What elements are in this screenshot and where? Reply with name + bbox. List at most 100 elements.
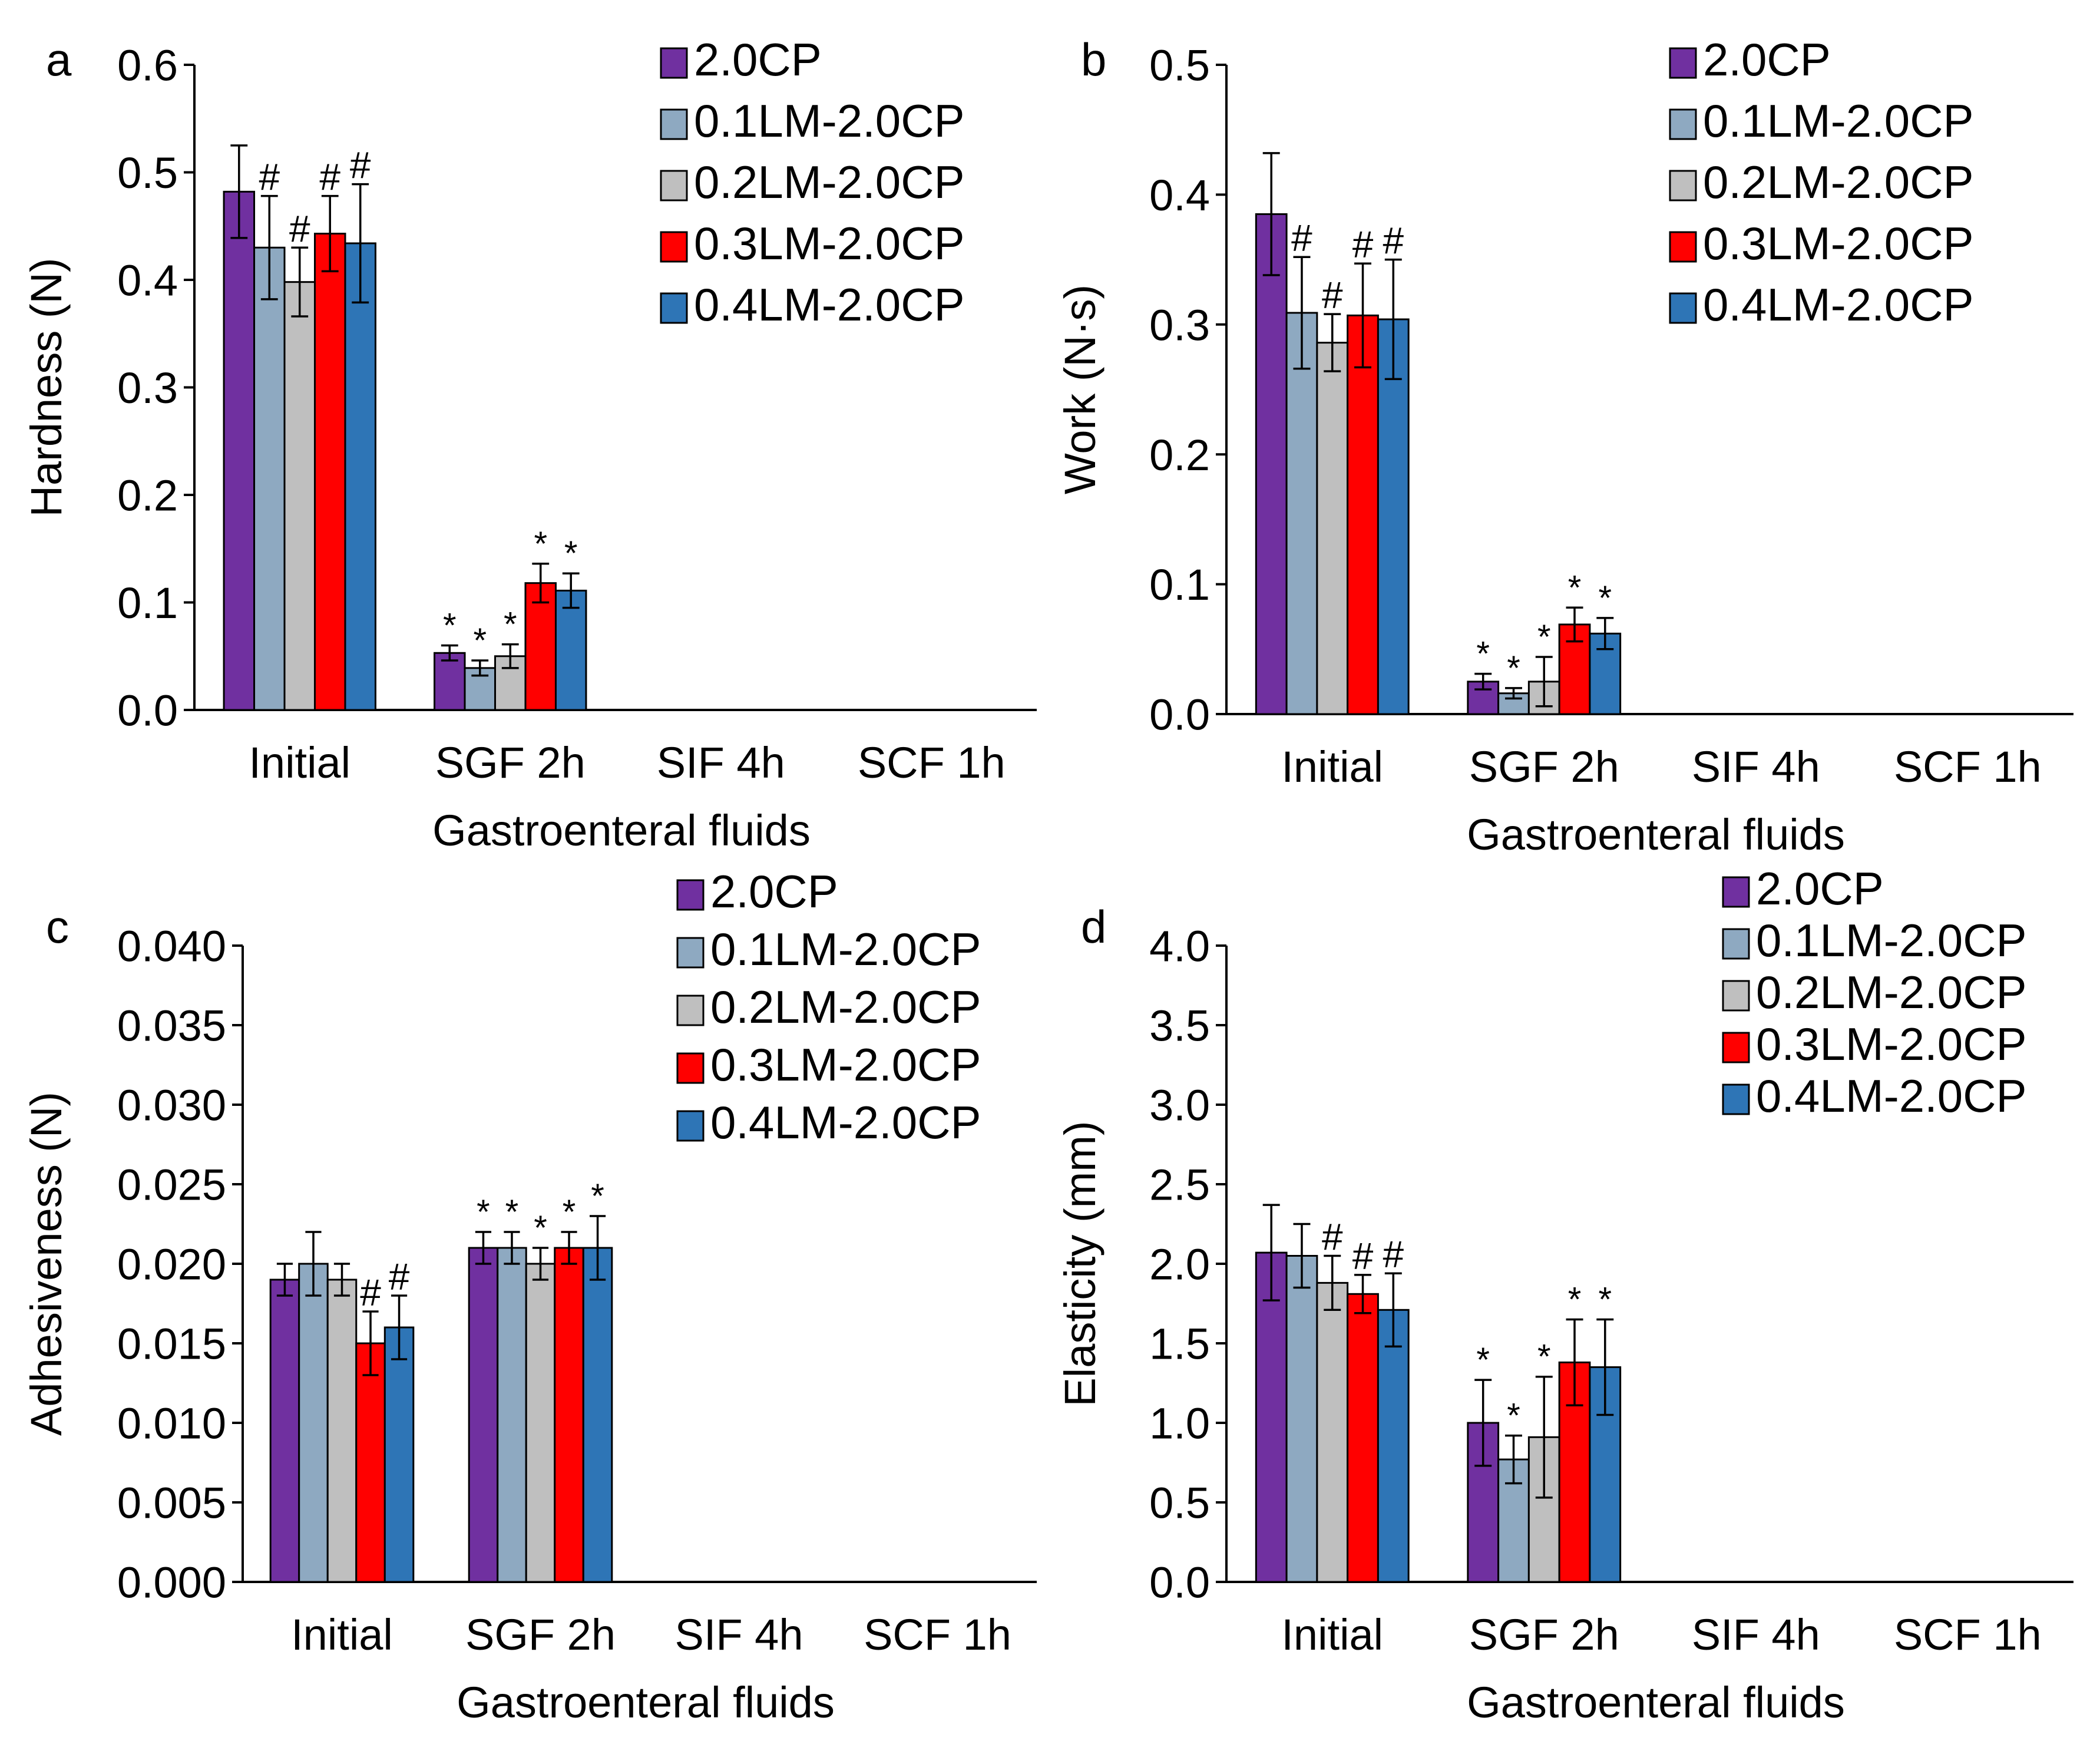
error-bar: [1596, 617, 1614, 650]
legend-label: 0.1LM-2.0CP: [1703, 95, 1974, 147]
y-tick-label: 0.4: [1149, 171, 1210, 220]
error-bar: [305, 1231, 322, 1297]
significance-hash: #: [1383, 220, 1404, 262]
legend-swatch: [660, 292, 688, 324]
x-tick-label: SCF 1h: [1894, 742, 2042, 791]
legend-swatch: [1722, 980, 1750, 1012]
y-tick-label: 0.020: [117, 1240, 226, 1289]
significance-asterisk: *: [1568, 569, 1582, 607]
significance-asterisk: *: [505, 1193, 519, 1231]
significance-asterisk: *: [564, 534, 578, 573]
error-bar: [1474, 1379, 1492, 1467]
legend-label: 2.0CP: [710, 865, 838, 917]
bar: [298, 1263, 329, 1583]
error-bar: [1535, 656, 1553, 708]
y-tick-label: 0.2: [1149, 431, 1210, 480]
bar: [525, 1263, 556, 1583]
significance-asterisk: *: [1507, 649, 1520, 688]
y-tick-label: 0.0: [1149, 691, 1210, 739]
legend-swatch: [660, 47, 688, 79]
bar: [269, 1279, 300, 1583]
legend-label: 0.2LM-2.0CP: [694, 156, 965, 208]
legend-swatch: [660, 231, 688, 263]
legend-swatch: [1669, 231, 1697, 263]
legend-swatch: [1669, 170, 1697, 201]
error-bar: [1504, 1434, 1522, 1485]
bar: [1255, 1251, 1288, 1583]
significance-hash: #: [1291, 217, 1312, 259]
significance-asterisk: *: [477, 1193, 490, 1231]
x-tick-label: SCF 1h: [1894, 1610, 2042, 1659]
y-tick-label: 1.5: [1149, 1320, 1210, 1369]
x-tick-label: SGF 2h: [1469, 742, 1619, 791]
legend-swatch: [1669, 47, 1697, 79]
panel-label: d: [1081, 901, 1106, 953]
bar: [223, 190, 256, 711]
legend-label: 0.2LM-2.0CP: [710, 981, 981, 1033]
significance-hash: #: [259, 156, 280, 199]
panel-label: b: [1081, 34, 1106, 85]
error-bar: [1262, 152, 1280, 276]
significance-hash: #: [1322, 1216, 1343, 1258]
y-tick-label: 2.0: [1149, 1240, 1210, 1289]
x-axis-label: Gastroenteral fluids: [432, 806, 811, 855]
error-bar: [1566, 606, 1583, 643]
significance-asterisk: *: [534, 1209, 547, 1247]
error-bar: [1354, 1274, 1372, 1314]
error-bar: [276, 1263, 293, 1297]
error-bar: [1596, 1318, 1614, 1416]
y-tick-label: 0.4: [117, 256, 178, 305]
bar: [1285, 1255, 1318, 1583]
legend-swatch: [676, 879, 705, 911]
significance-hash: #: [1322, 274, 1343, 316]
legend-swatch: [676, 1110, 705, 1142]
legend-label: 0.2LM-2.0CP: [1703, 156, 1974, 208]
significance-hash: #: [289, 207, 310, 250]
legend-label: 0.3LM-2.0CP: [694, 217, 965, 269]
significance-asterisk: *: [1598, 579, 1612, 617]
y-tick-label: 0.3: [1149, 300, 1210, 349]
y-tick-label: 2.5: [1149, 1161, 1210, 1210]
bar: [497, 1247, 527, 1583]
y-tick-label: 0.010: [117, 1399, 226, 1448]
y-tick-label: 0.2: [117, 471, 178, 520]
bar: [1316, 1281, 1349, 1583]
error-bar: [1384, 1272, 1402, 1348]
chart-panel-c: c 0.000 0.005 0.010 0.015 0.020 0.025 0.030 0.03…: [22, 865, 1037, 1727]
bar: [1285, 312, 1318, 715]
significance-hash: #: [389, 1256, 410, 1298]
y-tick-label: 0.3: [117, 364, 178, 412]
significance-hash: #: [350, 144, 371, 187]
legend-swatch: [676, 937, 705, 969]
y-tick-label: 0.5: [1149, 1479, 1210, 1528]
significance-asterisk: *: [591, 1177, 604, 1215]
error-bar: [230, 144, 248, 239]
legend-swatch: [1669, 108, 1697, 140]
error-bar: [1262, 1204, 1280, 1301]
x-tick-label: SIF 4h: [657, 738, 785, 787]
bar: [253, 246, 286, 711]
error-bar: [1384, 258, 1402, 381]
significance-asterisk: *: [504, 606, 517, 644]
significance-asterisk: *: [1476, 1341, 1490, 1379]
error-bar: [391, 1294, 408, 1360]
bar: [355, 1342, 386, 1583]
x-tick-label: SIF 4h: [675, 1610, 803, 1659]
y-tick-label: 3.5: [1149, 1002, 1210, 1050]
bar: [383, 1326, 415, 1583]
significance-asterisk: *: [1568, 1281, 1582, 1319]
legend-label: 0.2LM-2.0CP: [1756, 966, 2027, 1018]
bar: [554, 1247, 584, 1583]
error-bar: [321, 194, 339, 273]
y-tick-label: 1.0: [1149, 1399, 1210, 1448]
y-tick-label: 0.0: [1149, 1558, 1210, 1607]
significance-hash: #: [360, 1271, 381, 1314]
legend-swatch: [660, 170, 688, 201]
bar: [1377, 318, 1410, 715]
y-axis-label: Elasticity (mm): [1056, 1121, 1104, 1406]
bar: [344, 242, 376, 711]
x-tick-label: SIF 4h: [1692, 1610, 1820, 1659]
panel-label: a: [46, 34, 72, 85]
error-bar: [532, 1247, 549, 1281]
